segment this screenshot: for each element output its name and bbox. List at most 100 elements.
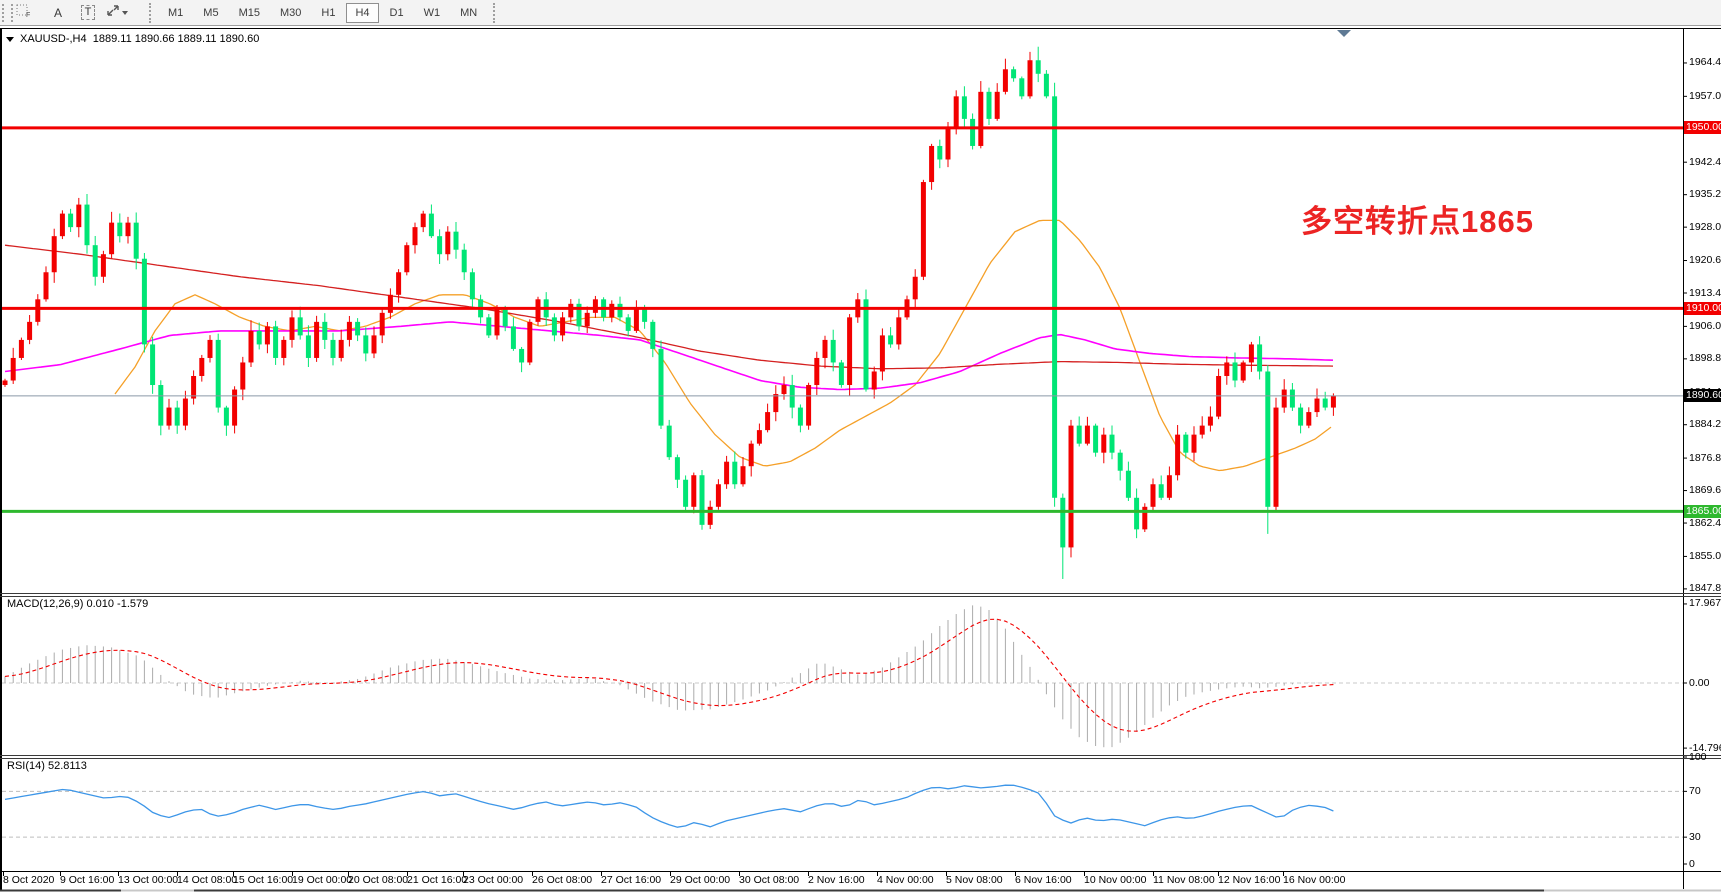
tf-button-m5[interactable]: M5 bbox=[194, 3, 227, 23]
price-badge-1865.00: 1865.00 bbox=[1684, 504, 1721, 518]
candle-body bbox=[560, 317, 566, 336]
candle-body bbox=[1306, 412, 1312, 426]
candle-body bbox=[1125, 470, 1131, 498]
candle-body bbox=[461, 249, 467, 273]
candle-body bbox=[986, 91, 992, 119]
text-annotation-button[interactable]: A bbox=[45, 3, 71, 23]
rsi-line bbox=[4, 784, 1334, 828]
tf-button-m15[interactable]: M15 bbox=[230, 3, 269, 23]
price-badge-1950.00: 1950.00 bbox=[1684, 121, 1721, 135]
candle-body bbox=[650, 321, 656, 349]
letter-t-dashed-icon: T bbox=[80, 5, 96, 20]
date-tick-label: 20 Oct 08:00 bbox=[348, 874, 409, 886]
candle-body bbox=[1158, 484, 1164, 498]
candle-body bbox=[699, 475, 705, 525]
candle-body bbox=[240, 362, 246, 390]
symbol-ohlc-text: XAUUSD-,H4 1889.11 1890.66 1889.11 1890.… bbox=[20, 33, 260, 45]
candle-body bbox=[84, 204, 90, 246]
candle-body bbox=[428, 213, 434, 237]
candle-body bbox=[305, 335, 311, 358]
candle-body bbox=[797, 407, 803, 426]
period-grid-icon-button[interactable]: F bbox=[15, 3, 41, 23]
candle-body bbox=[1134, 497, 1140, 530]
candle-body bbox=[191, 375, 197, 399]
tf-button-mn[interactable]: MN bbox=[451, 3, 486, 23]
candle-body bbox=[1093, 425, 1099, 453]
candle-body bbox=[1084, 425, 1090, 444]
candle-body bbox=[961, 96, 967, 119]
candle-body bbox=[674, 457, 680, 480]
price-tick-label: 1855.00 bbox=[1689, 549, 1721, 562]
chart-canvas[interactable] bbox=[0, 26, 1721, 896]
candle-body bbox=[1175, 434, 1181, 476]
tf-button-m1[interactable]: M1 bbox=[159, 3, 192, 23]
rsi-tick-label: 100 bbox=[1689, 750, 1707, 763]
candle-body bbox=[1314, 398, 1320, 413]
candle-body bbox=[519, 348, 525, 363]
chart-shift-marker[interactable] bbox=[1337, 30, 1351, 37]
toolbar-separator bbox=[149, 2, 152, 23]
date-tick-label: 5 Nov 08:00 bbox=[946, 874, 1003, 886]
candle-body bbox=[1322, 398, 1328, 408]
candle-body bbox=[125, 222, 131, 237]
price-tick-label: 1906.00 bbox=[1689, 319, 1721, 332]
date-tick-label: 12 Nov 16:00 bbox=[1218, 874, 1281, 886]
chart-window[interactable]: XAUUSD-,H4 1889.11 1890.66 1889.11 1890.… bbox=[0, 26, 1721, 896]
candle-body bbox=[1101, 434, 1107, 453]
date-tick-label: 23 Oct 00:00 bbox=[463, 874, 524, 886]
candle-body bbox=[1199, 425, 1205, 435]
tf-button-h4[interactable]: H4 bbox=[346, 2, 379, 23]
candle-body bbox=[1002, 69, 1008, 92]
candle-body bbox=[297, 317, 303, 336]
ma-orange bbox=[114, 219, 1332, 472]
candle-body bbox=[445, 231, 451, 255]
candle-body bbox=[346, 321, 352, 340]
date-tick-label: 14 Oct 08:00 bbox=[177, 874, 238, 886]
candle-body bbox=[76, 204, 82, 228]
candle-body bbox=[338, 339, 344, 358]
candle-body bbox=[1330, 395, 1336, 408]
candle-body bbox=[232, 389, 238, 426]
candle-body bbox=[1019, 78, 1025, 97]
date-tick-label: 27 Oct 16:00 bbox=[601, 874, 662, 886]
candle-body bbox=[1035, 60, 1041, 74]
candle-body bbox=[871, 371, 877, 390]
candle-body bbox=[486, 317, 492, 336]
price-tick-label: 1913.40 bbox=[1689, 286, 1721, 299]
text-label-button[interactable]: T bbox=[75, 3, 101, 23]
date-tick-label: 9 Oct 16:00 bbox=[60, 874, 115, 886]
arrow-objects-button[interactable] bbox=[105, 3, 141, 23]
tf-button-w1[interactable]: W1 bbox=[415, 3, 450, 23]
toolbar-drag-grip[interactable] bbox=[2, 3, 13, 22]
price-badge-1890.60: 1890.60 bbox=[1684, 389, 1721, 403]
candle-body bbox=[1191, 434, 1197, 453]
tf-button-m30[interactable]: M30 bbox=[271, 3, 310, 23]
rsi-indicator-label: RSI(14) 52.8113 bbox=[7, 760, 87, 772]
date-tick-label: 13 Oct 00:00 bbox=[118, 874, 179, 886]
macd-tick-label: 0.00 bbox=[1689, 676, 1710, 689]
macd-indicator-label: MACD(12,26,9) 0.010 -1.579 bbox=[7, 598, 149, 610]
date-tick-label: 29 Oct 00:00 bbox=[670, 874, 731, 886]
candle-body bbox=[1207, 416, 1213, 426]
collapse-triangle-icon[interactable] bbox=[6, 36, 14, 42]
price-tick-label: 1920.60 bbox=[1689, 254, 1721, 267]
letter-a-icon: A bbox=[53, 5, 62, 20]
candle-body bbox=[937, 145, 943, 160]
candle-body bbox=[182, 398, 188, 426]
candle-body bbox=[847, 317, 853, 386]
candle-body bbox=[576, 303, 582, 327]
candle-body bbox=[207, 339, 213, 358]
tf-button-h1[interactable]: H1 bbox=[312, 3, 344, 23]
candle-body bbox=[642, 308, 648, 322]
date-tick-label: 30 Oct 08:00 bbox=[739, 874, 800, 886]
date-tick-label: 2 Nov 16:00 bbox=[808, 874, 865, 886]
chart-annotation-text[interactable]: 多空转折点1865 bbox=[1301, 204, 1534, 239]
price-tick-label: 1847.80 bbox=[1689, 582, 1721, 595]
candle-body bbox=[289, 317, 295, 340]
candle-body bbox=[1166, 475, 1172, 498]
rsi-tick-label: 30 bbox=[1689, 830, 1701, 843]
candle-body bbox=[502, 308, 508, 327]
price-tick-label: 1884.20 bbox=[1689, 418, 1721, 431]
candle-body bbox=[1043, 73, 1049, 97]
tf-button-d1[interactable]: D1 bbox=[381, 3, 413, 23]
